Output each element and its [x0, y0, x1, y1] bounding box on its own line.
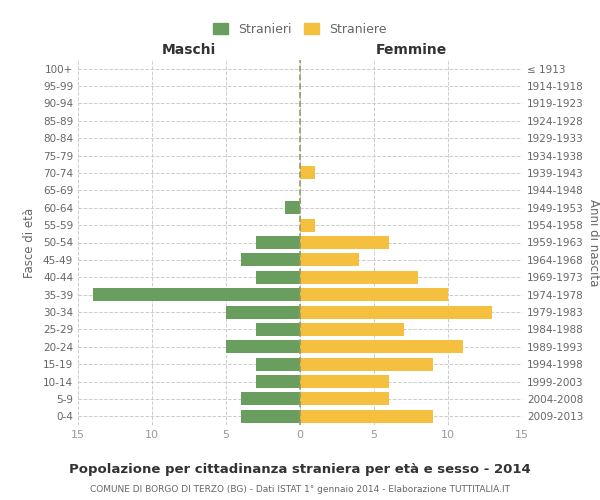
Bar	[300, 236, 389, 249]
Bar	[256, 375, 300, 388]
Bar	[300, 410, 433, 423]
Bar	[241, 254, 300, 266]
Y-axis label: Anni di nascita: Anni di nascita	[587, 199, 600, 286]
Bar	[300, 270, 418, 284]
Text: Maschi: Maschi	[162, 42, 216, 56]
Y-axis label: Fasce di età: Fasce di età	[23, 208, 36, 278]
Bar	[226, 306, 300, 318]
Bar	[300, 288, 448, 301]
Text: Femmine: Femmine	[376, 42, 446, 56]
Bar	[93, 288, 300, 301]
Bar	[256, 236, 300, 249]
Bar	[300, 358, 433, 370]
Bar	[285, 201, 300, 214]
Bar	[300, 323, 404, 336]
Bar	[256, 270, 300, 284]
Bar	[256, 358, 300, 370]
Bar	[256, 323, 300, 336]
Bar	[241, 392, 300, 406]
Bar	[300, 340, 463, 353]
Legend: Stranieri, Straniere: Stranieri, Straniere	[209, 19, 391, 40]
Text: Popolazione per cittadinanza straniera per età e sesso - 2014: Popolazione per cittadinanza straniera p…	[69, 462, 531, 475]
Bar	[300, 218, 315, 232]
Bar	[226, 340, 300, 353]
Bar	[300, 306, 493, 318]
Bar	[300, 392, 389, 406]
Text: COMUNE DI BORGO DI TERZO (BG) - Dati ISTAT 1° gennaio 2014 - Elaborazione TUTTIT: COMUNE DI BORGO DI TERZO (BG) - Dati IST…	[90, 485, 510, 494]
Bar	[300, 375, 389, 388]
Bar	[300, 254, 359, 266]
Bar	[241, 410, 300, 423]
Bar	[300, 166, 315, 179]
